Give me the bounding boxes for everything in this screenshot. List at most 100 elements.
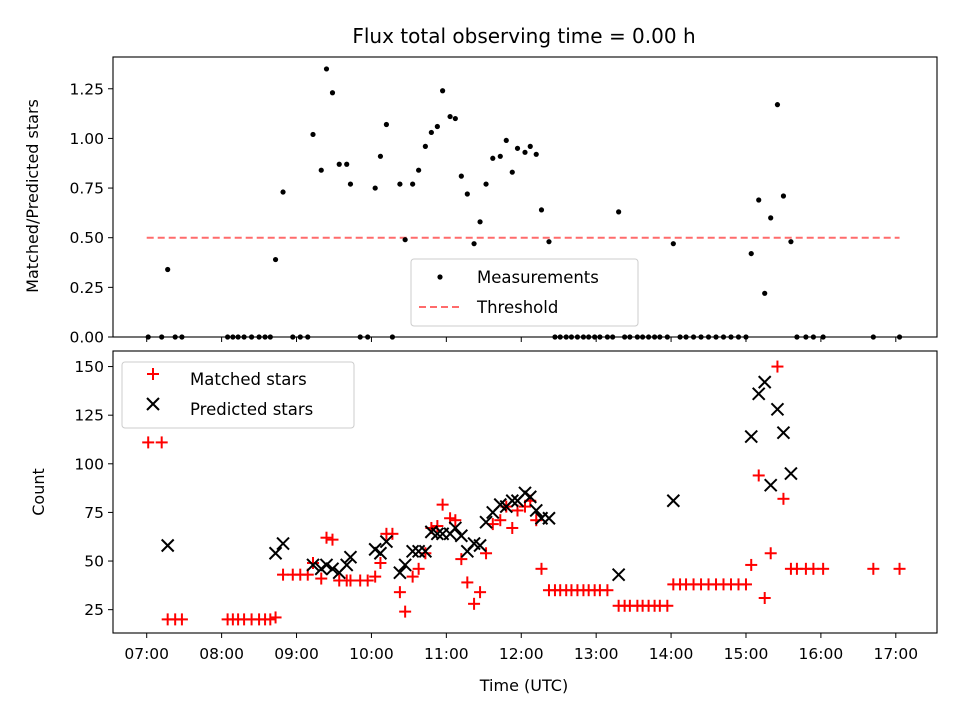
matched-star-point [406, 570, 419, 583]
measurement-point [748, 250, 754, 257]
x-tick-label: 13:00 [574, 645, 619, 663]
predicted-star-point [418, 544, 433, 559]
measurement-point [762, 290, 768, 296]
measurement-point [336, 161, 342, 167]
legend-label-measurements: Measurements [477, 268, 599, 287]
measurement-point [546, 239, 552, 245]
x-tick-label: 15:00 [724, 645, 769, 663]
y-tick-label: 75 [84, 504, 104, 522]
matched-star-point [307, 556, 320, 569]
matched-star-point [455, 553, 468, 566]
y-tick-label: 125 [74, 407, 104, 425]
matched-star-point [369, 570, 382, 583]
matched-star-point [764, 547, 777, 560]
measurement-point [616, 209, 622, 215]
predicted-star-point [268, 546, 283, 560]
matched-star-point [269, 611, 282, 624]
matched-star-point [315, 572, 328, 585]
x-tick-label: 10:00 [349, 645, 394, 663]
matched-star-point [436, 498, 449, 511]
measurement-point [522, 149, 528, 155]
measurement-point [768, 215, 774, 221]
predicted-star-point [473, 538, 487, 553]
measurement-point [397, 181, 403, 187]
measurement-point [440, 88, 446, 94]
predicted-star-point [763, 478, 778, 492]
matched-star-point [739, 578, 752, 591]
measurement-point [670, 241, 676, 247]
y-ticks-ratio: 0.00 0.25 0.50 0.75 1.00 1.25 [69, 80, 113, 347]
predicted-star-point [393, 566, 407, 580]
matched-star-point [175, 613, 188, 626]
measurement-point [788, 239, 794, 245]
predicted-star-point [319, 558, 334, 572]
matched-star-point [474, 586, 487, 599]
measurement-point [483, 181, 489, 187]
predicted-star-point [276, 536, 290, 551]
matched-star-point [777, 492, 790, 505]
x-ticks-count: 07:00 08:00 09:00 10:00 11:00 12:00 13:00 14:00… [124, 633, 918, 663]
measurement-point [323, 66, 330, 72]
matched-star-point [535, 562, 548, 575]
predicted-star-point [373, 546, 388, 560]
measurement-point [347, 181, 354, 187]
matched-star-point [142, 436, 155, 449]
measurement-point [318, 167, 324, 173]
measurement-point [533, 151, 539, 157]
matched-star-point [326, 533, 339, 546]
matched-star-point [461, 576, 474, 589]
plot-area-count [142, 360, 906, 626]
matched-star-point [412, 562, 425, 575]
y-tick-label: 1.25 [69, 80, 104, 98]
measurement-point [383, 121, 390, 128]
matched-star-point [155, 436, 168, 449]
measurement-point [756, 197, 762, 203]
predicted-star-point [529, 503, 543, 518]
matched-star-point [745, 558, 758, 571]
predicted-star-point [306, 558, 320, 572]
measurement-point [471, 241, 477, 247]
matched-star-point [386, 527, 399, 540]
predicted-star-point [325, 562, 340, 576]
predicted-star-point [405, 544, 420, 559]
matched-star-point [758, 591, 771, 604]
measurement-point [497, 153, 503, 159]
measurement-point [509, 169, 515, 175]
legend-box [121, 361, 355, 429]
legend-swatch-matched [147, 368, 159, 380]
legend-count: Matched stars Predicted stars [121, 361, 355, 429]
legend-box [410, 258, 639, 327]
predicted-star-point [666, 494, 681, 508]
measurement-point [310, 131, 316, 138]
x-ticks-ratio [146, 337, 897, 342]
measurement-point [272, 256, 279, 263]
predicted-star-point [454, 529, 469, 543]
matched-star-point [393, 586, 406, 599]
matched-star-point [264, 613, 277, 626]
measurement-point [452, 115, 458, 122]
matched-star-point [449, 514, 462, 527]
matched-star-point [468, 597, 481, 610]
chart-title: Flux total observing time = 0.00 h [352, 24, 695, 48]
predicted-star-point [611, 567, 626, 582]
measurement-point [402, 237, 408, 243]
x-tick-label: 12:00 [499, 645, 544, 663]
measurement-point [280, 189, 286, 195]
matched-star-point [752, 469, 765, 482]
predicted-star-point [379, 534, 394, 549]
predicted-star-point [479, 515, 493, 529]
measurement-point [428, 129, 434, 136]
x-tick-label: 14:00 [649, 645, 694, 663]
y-tick-label: 0.50 [69, 229, 104, 247]
measurement-point [434, 123, 440, 130]
matched-star-point [601, 584, 614, 597]
predicted-star-point [430, 527, 445, 541]
measurement-point [477, 219, 483, 225]
y-axis-label-count: Count [29, 468, 48, 516]
y-tick-label: 50 [84, 553, 104, 571]
predicted-star-point [411, 544, 426, 559]
x-tick-label: 07:00 [124, 645, 169, 663]
measurement-point [165, 266, 171, 273]
y-tick-label: 1.00 [69, 130, 104, 148]
measurement-point [514, 145, 521, 151]
